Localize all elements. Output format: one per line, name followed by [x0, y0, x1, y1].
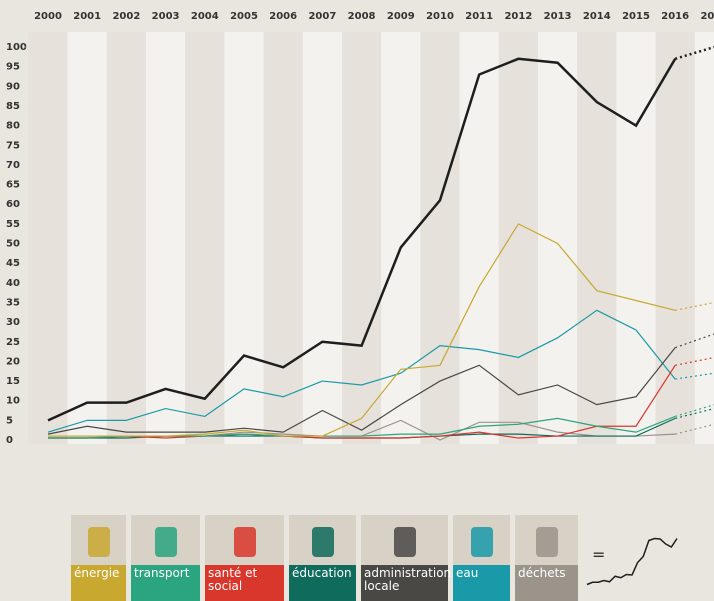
- y-tick-label: 70: [6, 160, 20, 171]
- column-stripe: [616, 32, 655, 444]
- legend-label: transport: [131, 565, 200, 601]
- x-tick-label: 2011: [465, 11, 493, 22]
- x-tick-label: 2002: [112, 11, 140, 22]
- total-sparkline: [587, 539, 677, 585]
- x-tick-label: 2017: [700, 11, 714, 22]
- column-stripe: [342, 32, 381, 444]
- y-tick-label: 55: [6, 219, 20, 230]
- y-tick-label: 30: [6, 317, 20, 328]
- y-tick-label: 5: [6, 415, 13, 426]
- column-stripe: [68, 32, 107, 444]
- x-tick-label: 2000: [34, 11, 62, 22]
- x-tick-label: 2007: [308, 11, 336, 22]
- total-icon: [582, 525, 682, 595]
- column-stripe: [499, 32, 538, 444]
- y-tick-label: 35: [6, 297, 20, 308]
- column-stripe: [224, 32, 263, 444]
- y-tick-label: 0: [6, 435, 13, 446]
- x-tick-label: 2016: [661, 11, 689, 22]
- legend-icon: [234, 527, 256, 557]
- x-tick-label: 2014: [583, 11, 611, 22]
- y-tick-label: 65: [6, 180, 20, 191]
- x-tick-label: 2005: [230, 11, 258, 22]
- y-tick-label: 20: [6, 356, 20, 367]
- legend-icon: [155, 527, 177, 557]
- y-tick-label: 60: [6, 199, 20, 210]
- legend-item: transport: [131, 515, 200, 601]
- y-tick-label: 100: [6, 42, 27, 53]
- column-stripe: [28, 32, 67, 444]
- x-tick-label: 2003: [152, 11, 180, 22]
- y-tick-label: 95: [6, 62, 20, 73]
- y-tick-label: 10: [6, 396, 20, 407]
- legend-item: éducation: [289, 515, 356, 601]
- legend-label: administration locale: [361, 565, 448, 601]
- column-stripe: [381, 32, 420, 444]
- x-tick-label: 2006: [269, 11, 297, 22]
- legend-item: énergie: [71, 515, 126, 601]
- x-tick-label: 2004: [191, 11, 219, 22]
- y-tick-label: 25: [6, 337, 20, 348]
- legend-icon: [536, 527, 558, 557]
- column-stripe: [577, 32, 616, 444]
- legend-item: administration locale: [361, 515, 448, 601]
- legend-item: eau: [453, 515, 510, 601]
- legend-icon: [312, 527, 334, 557]
- column-stripe: [146, 32, 185, 444]
- y-tick-label: 75: [6, 140, 20, 151]
- legend-label: énergie: [71, 565, 126, 601]
- y-tick-label: 45: [6, 258, 20, 269]
- column-stripe: [264, 32, 303, 444]
- legend-icon: [471, 527, 493, 557]
- column-stripe: [107, 32, 146, 444]
- legend-icon: [394, 527, 416, 557]
- y-tick-label: 50: [6, 239, 20, 250]
- column-stripe: [656, 32, 695, 444]
- y-tick-label: 80: [6, 121, 20, 132]
- y-tick-label: 40: [6, 278, 20, 289]
- x-tick-label: 2001: [73, 11, 101, 22]
- x-tick-label: 2010: [426, 11, 454, 22]
- legend-label: santé et social: [205, 565, 284, 601]
- legend-item: santé et social: [205, 515, 284, 601]
- y-tick-label: 15: [6, 376, 20, 387]
- y-tick-label: 90: [6, 81, 20, 92]
- x-tick-label: 2009: [387, 11, 415, 22]
- column-stripe: [695, 32, 714, 444]
- page: 2000200120022003200420052006200720082009…: [0, 0, 714, 601]
- x-tick-label: 2012: [504, 11, 532, 22]
- column-stripe: [538, 32, 577, 444]
- legend-item: déchets: [515, 515, 578, 601]
- x-tick-label: 2008: [348, 11, 376, 22]
- legend-icon: [88, 527, 110, 557]
- x-tick-label: 2015: [622, 11, 650, 22]
- column-stripe: [460, 32, 499, 444]
- legend-label: éducation: [289, 565, 356, 601]
- x-tick-label: 2013: [544, 11, 572, 22]
- y-tick-label: 85: [6, 101, 20, 112]
- legend-label: déchets: [515, 565, 578, 601]
- legend-label: eau: [453, 565, 510, 601]
- column-stripe: [420, 32, 459, 444]
